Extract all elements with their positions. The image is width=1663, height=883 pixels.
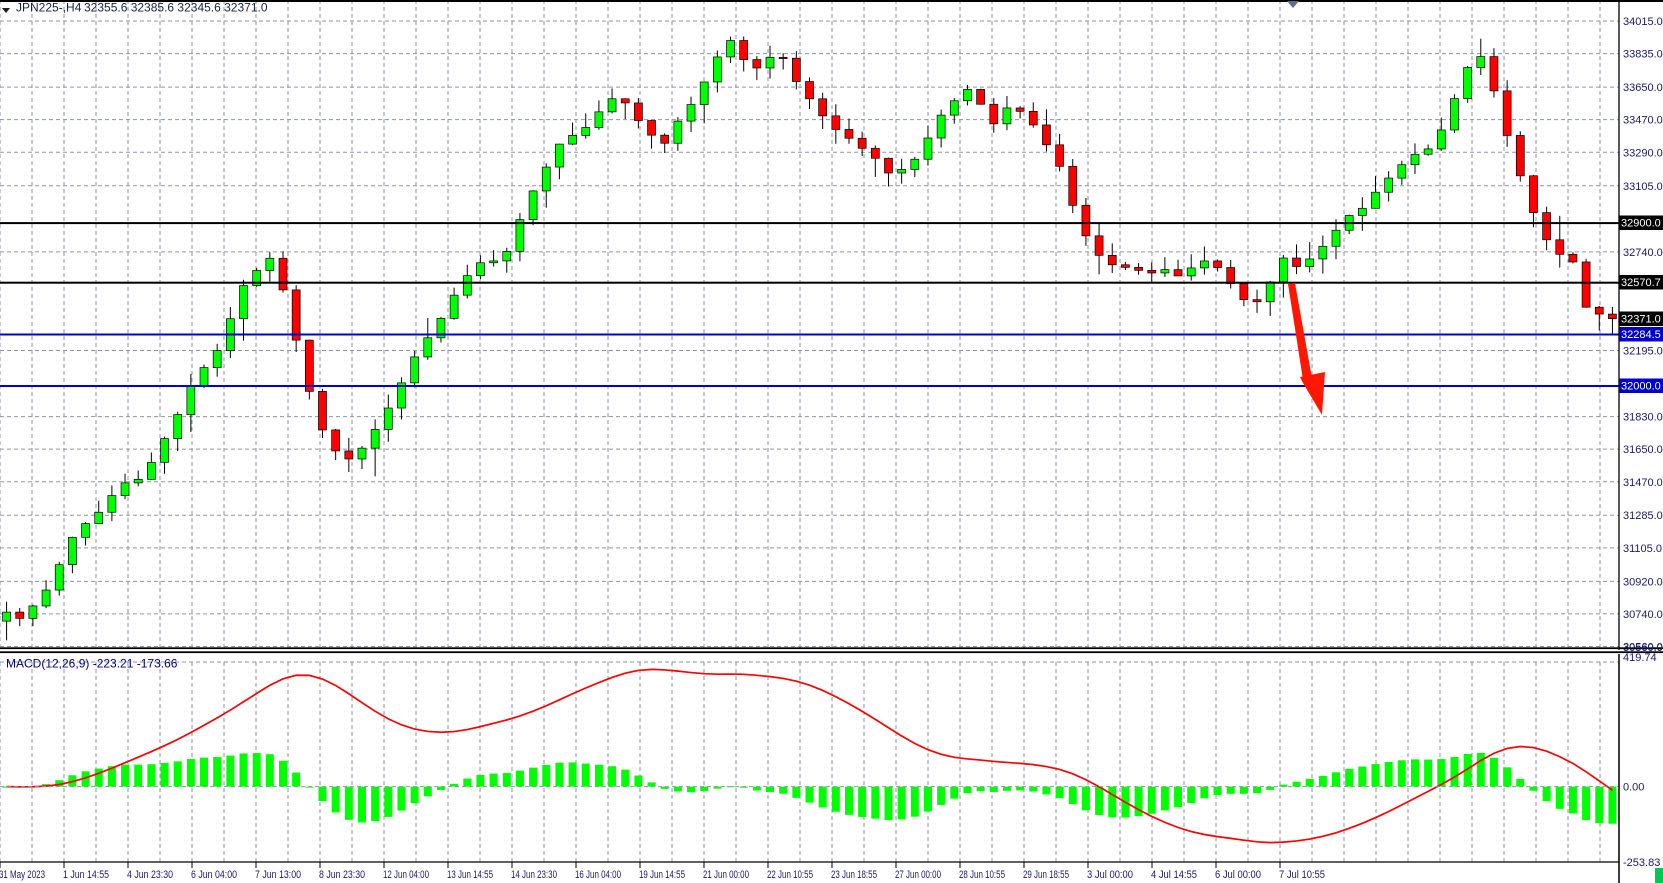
svg-text:30920.0: 30920.0: [1623, 576, 1663, 588]
svg-text:27 Jun 00:00: 27 Jun 00:00: [895, 869, 941, 881]
svg-text:32000.0: 32000.0: [1621, 381, 1661, 393]
svg-text:31830.0: 31830.0: [1623, 412, 1663, 424]
svg-text:7 Jun 13:00: 7 Jun 13:00: [255, 869, 301, 881]
svg-text:14 Jun 23:30: 14 Jun 23:30: [511, 869, 557, 881]
svg-text:12 Jun 04:00: 12 Jun 04:00: [383, 869, 429, 881]
svg-text:22 Jun 10:55: 22 Jun 10:55: [767, 869, 813, 881]
svg-text:32900.0: 32900.0: [1621, 218, 1661, 230]
svg-text:29 Jun 18:55: 29 Jun 18:55: [1023, 869, 1069, 881]
svg-text:32195.0: 32195.0: [1623, 346, 1663, 358]
svg-text:7 Jul 10:55: 7 Jul 10:55: [1279, 869, 1325, 881]
svg-text:-253.83: -253.83: [1623, 857, 1660, 869]
svg-text:32355.6 32385.6 32345.6 32371.: 32355.6 32385.6 32345.6 32371.0: [84, 1, 268, 15]
svg-text:28 Jun 10:55: 28 Jun 10:55: [959, 869, 1005, 881]
svg-text:32740.0: 32740.0: [1623, 247, 1663, 259]
svg-text:8 Jun 23:30: 8 Jun 23:30: [319, 869, 365, 881]
svg-text:33470.0: 33470.0: [1623, 115, 1663, 127]
svg-text:0.00: 0.00: [1623, 782, 1644, 794]
svg-text:31285.0: 31285.0: [1623, 510, 1663, 522]
svg-text:1 Jun 14:55: 1 Jun 14:55: [63, 869, 109, 881]
svg-text:23 Jun 18:55: 23 Jun 18:55: [831, 869, 877, 881]
svg-text:33835.0: 33835.0: [1623, 49, 1663, 61]
svg-text:21 Jun 00:00: 21 Jun 00:00: [703, 869, 749, 881]
svg-text:33290.0: 33290.0: [1623, 147, 1663, 159]
svg-text:30740.0: 30740.0: [1623, 609, 1663, 621]
svg-text:31470.0: 31470.0: [1623, 477, 1663, 489]
svg-text:MACD(12,26,9) -223.21 -173.66: MACD(12,26,9) -223.21 -173.66: [6, 657, 178, 671]
svg-text:JPN225-,H4: JPN225-,H4: [16, 1, 82, 15]
svg-text:19 Jun 14:55: 19 Jun 14:55: [639, 869, 685, 881]
svg-text:32371.0: 32371.0: [1621, 314, 1661, 326]
svg-text:3 Jul 00:00: 3 Jul 00:00: [1087, 869, 1133, 881]
svg-text:4 Jul 14:55: 4 Jul 14:55: [1151, 869, 1197, 881]
svg-text:30560.0: 30560.0: [1623, 642, 1663, 654]
svg-text:33105.0: 33105.0: [1623, 181, 1663, 193]
svg-text:32570.7: 32570.7: [1621, 277, 1661, 289]
svg-text:31650.0: 31650.0: [1623, 444, 1663, 456]
svg-text:33650.0: 33650.0: [1623, 82, 1663, 94]
svg-text:4 Jun 23:30: 4 Jun 23:30: [127, 869, 173, 881]
svg-text:34015.0: 34015.0: [1623, 16, 1663, 28]
svg-text:6 Jul 00:00: 6 Jul 00:00: [1215, 869, 1261, 881]
svg-text:31105.0: 31105.0: [1623, 543, 1662, 555]
svg-text:16 Jun 04:00: 16 Jun 04:00: [575, 869, 621, 881]
svg-text:13 Jun 14:55: 13 Jun 14:55: [447, 869, 493, 881]
svg-text:6 Jun 04:00: 6 Jun 04:00: [191, 869, 237, 881]
svg-text:31 May 2023: 31 May 2023: [0, 869, 45, 881]
svg-text:32284.5: 32284.5: [1621, 329, 1661, 341]
